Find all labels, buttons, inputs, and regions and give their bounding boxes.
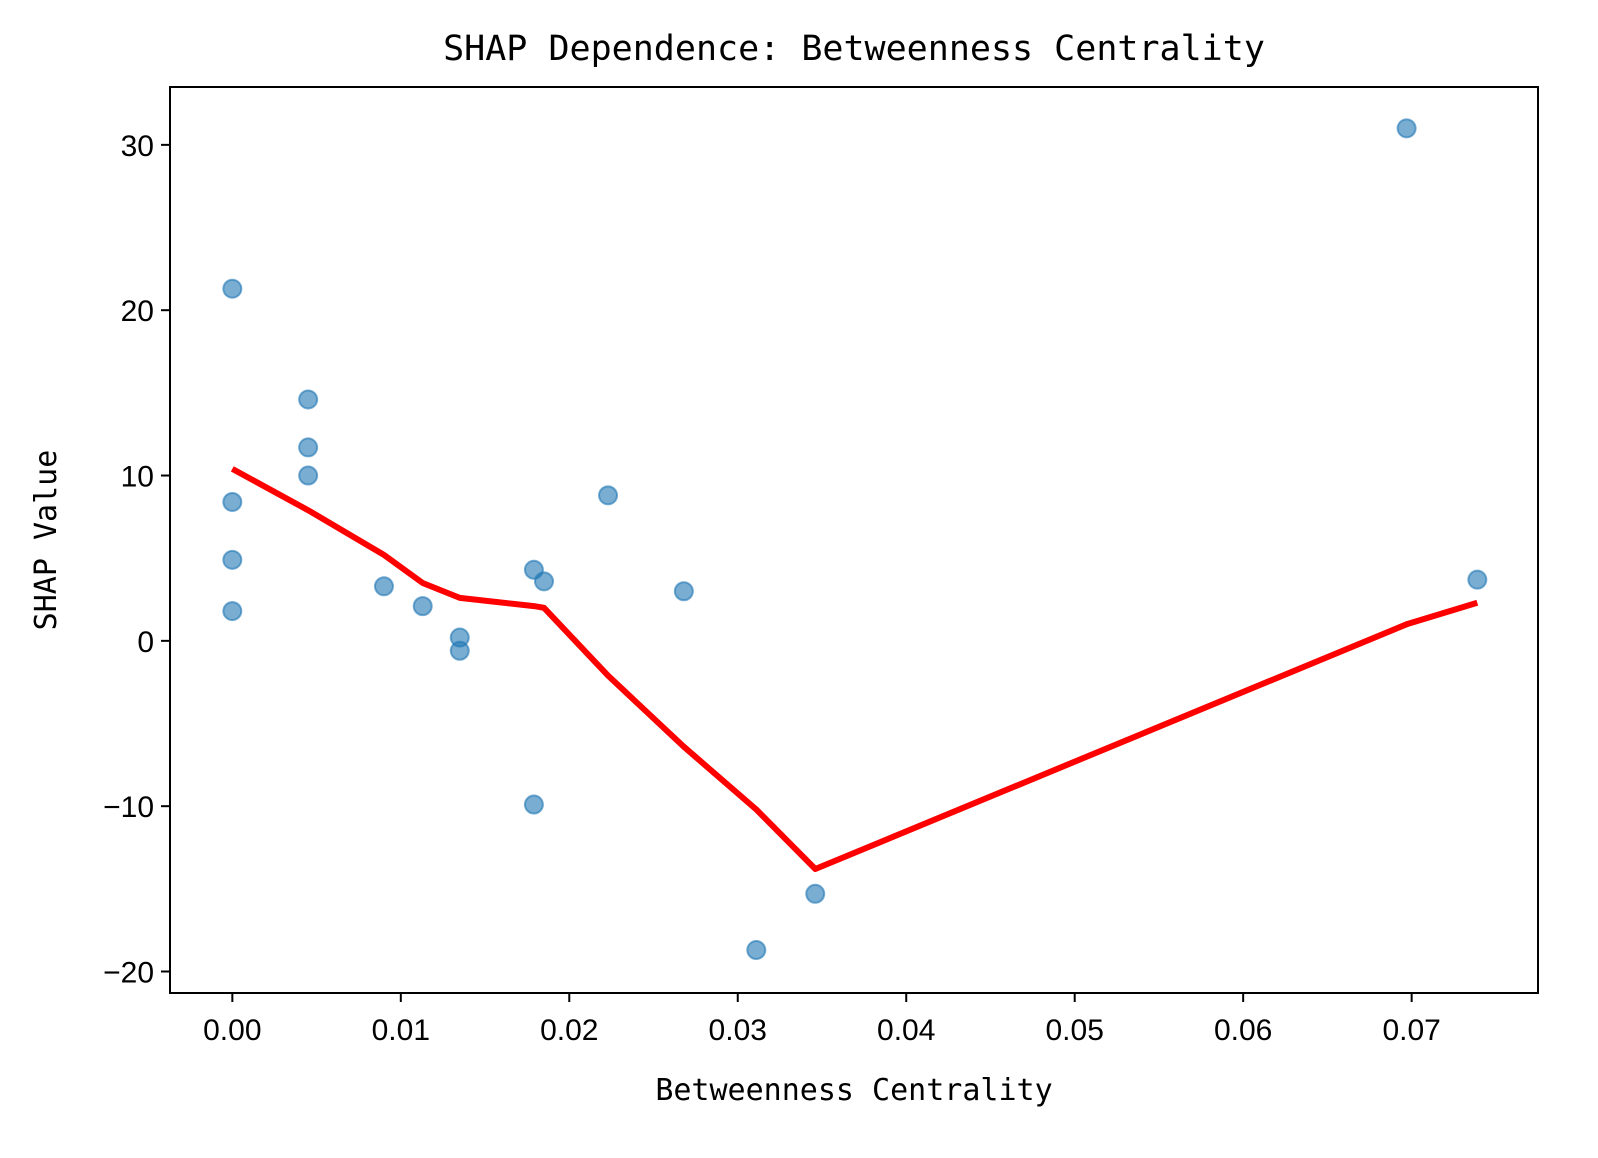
scatter-point	[373, 576, 394, 597]
y-tick-label: −10	[103, 791, 154, 824]
chart-title: SHAP Dependence: Betweenness Centrality	[443, 29, 1265, 69]
scatter-point	[523, 794, 544, 815]
trend-line	[230, 466, 1479, 872]
scatter-point	[1396, 118, 1417, 139]
x-tick-label: 0.03	[709, 1014, 767, 1047]
x-axis: 0.00 0.01 0.02 0.03 0.04 0.05 0.06 0.07	[203, 993, 1441, 1047]
x-axis-label: Betweenness Centrality	[655, 1073, 1052, 1108]
scatter-points-layer	[222, 118, 1488, 961]
scatter-point	[673, 581, 694, 602]
y-axis: −20 −10 0 10 20 30	[103, 130, 170, 990]
scatter-point	[222, 278, 243, 299]
scatter-point	[534, 571, 555, 592]
scatter-point	[805, 883, 826, 904]
x-tick-label: 0.06	[1214, 1014, 1272, 1047]
y-tick-label: 0	[137, 626, 154, 659]
scatter-point	[746, 940, 767, 961]
y-tick-label: 30	[121, 130, 154, 163]
scatter-point	[298, 437, 319, 458]
scatter-point	[412, 596, 433, 617]
scatter-point	[598, 485, 619, 506]
y-tick-label: −20	[103, 957, 154, 990]
scatter-point	[222, 491, 243, 512]
x-tick-label: 0.04	[877, 1014, 935, 1047]
axes-frame	[169, 86, 1539, 994]
x-tick-label: 0.01	[372, 1014, 430, 1047]
x-tick-label: 0.02	[540, 1014, 598, 1047]
plot-area	[222, 118, 1488, 961]
scatter-point	[1467, 569, 1488, 590]
x-tick-label: 0.07	[1382, 1014, 1440, 1047]
scatter-point	[222, 549, 243, 570]
y-axis-label: SHAP Value	[29, 450, 64, 631]
scatter-point	[222, 601, 243, 622]
scatter-point	[298, 389, 319, 410]
y-tick-label: 20	[121, 295, 154, 328]
y-tick-label: 10	[121, 461, 154, 494]
x-tick-label: 0.00	[203, 1014, 261, 1047]
scatter-point	[298, 465, 319, 486]
trend-line-layer	[230, 466, 1479, 872]
x-tick-label: 0.05	[1046, 1014, 1104, 1047]
scatter-point	[449, 640, 470, 661]
